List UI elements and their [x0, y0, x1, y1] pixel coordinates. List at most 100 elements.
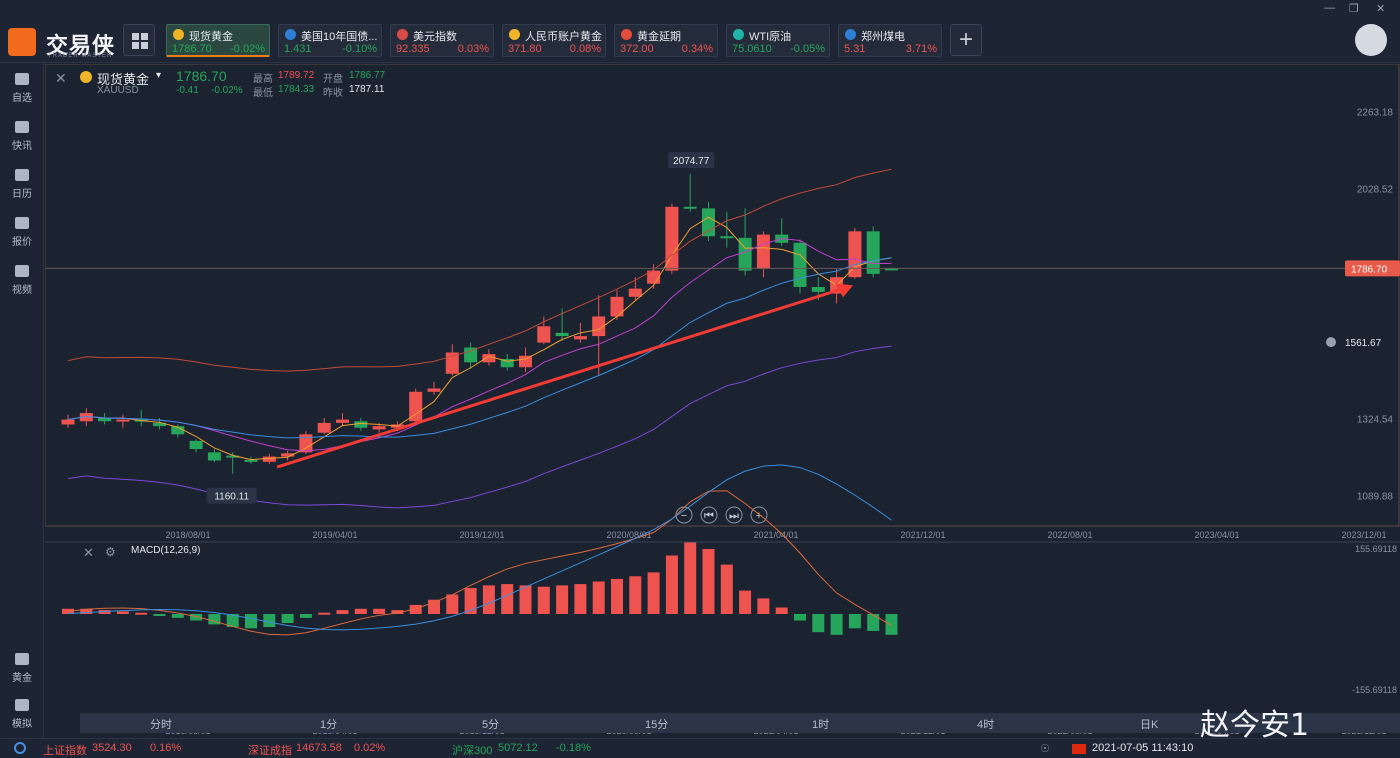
tab-6[interactable]: WTI原油 75.0610 -0.05% [726, 24, 830, 57]
period-tab[interactable]: 4时 [977, 719, 995, 731]
period-tab[interactable]: 1分 [320, 719, 338, 731]
macd-bar [135, 612, 148, 615]
candle-body [519, 355, 532, 368]
x-tick-label: 2023/04/01 [1194, 530, 1239, 540]
sidebar-item-gold[interactable]: 黄金 [0, 653, 44, 684]
tab-name: 黄金延期 [637, 31, 681, 43]
instrument-icon [509, 29, 520, 40]
tab-price: 371.80 [508, 43, 542, 55]
tab-5[interactable]: 黄金延期 372.00 0.34% [614, 24, 718, 57]
candle-body [336, 419, 349, 423]
candle-body [720, 236, 734, 239]
bookmark-icon [15, 73, 29, 85]
candle-body [427, 388, 441, 392]
low-label: 最低 [253, 88, 273, 99]
hs300-value: 5072.12 [498, 742, 538, 754]
tab-7[interactable]: 郑州煤电 5.31 3.71% [838, 24, 942, 57]
prev-close-label: 昨收 [323, 88, 343, 99]
wallet-icon [15, 699, 29, 711]
period-tab[interactable]: 日K [1140, 719, 1159, 731]
bollinger-lower-line [67, 345, 892, 509]
macd-bar [482, 585, 495, 614]
instrument-name[interactable]: 现货黄金 [97, 72, 150, 87]
settings-icon[interactable]: ⚙ [105, 545, 116, 559]
sidebar-item-watchlist[interactable]: 自选 [0, 73, 44, 104]
layout-grid-button[interactable] [123, 24, 155, 56]
gold-icon [15, 653, 29, 665]
y-tick-label: 2028.52 [1357, 184, 1394, 195]
chevron-down-icon[interactable]: ▾ [156, 70, 162, 81]
period-tab[interactable]: 15分 [645, 719, 669, 731]
minimize-icon[interactable]: — [1324, 2, 1335, 14]
candle-body [665, 206, 679, 271]
satellite-icon[interactable]: ☉ [1040, 743, 1050, 755]
macd-bar [885, 614, 898, 635]
candle-body [445, 352, 459, 374]
instrument-change: -0.41 [176, 85, 199, 96]
close-macd-icon[interactable]: ✕ [83, 545, 94, 560]
macd-bar [702, 549, 715, 614]
price-chart[interactable]: 2018/08/012018/08/012019/04/012019/04/01… [44, 63, 1400, 740]
macd-bar [501, 584, 514, 614]
open-value: 1786.77 [349, 70, 386, 81]
sidebar-item-calendar[interactable]: 日历 [0, 169, 44, 200]
user-avatar[interactable] [1355, 24, 1387, 56]
macd-bar [299, 614, 312, 618]
tab-3[interactable]: 美元指数 92.335 0.03% [390, 24, 494, 57]
instrument-change-pct: -0.02% [211, 85, 243, 96]
calendar-icon [15, 169, 29, 181]
zoom-in-icon[interactable] [750, 506, 768, 524]
macd-bar [592, 581, 605, 614]
hs300-label[interactable]: 沪深300 [452, 745, 493, 757]
macd-bar [794, 614, 806, 621]
period-tab[interactable]: 5分 [482, 719, 500, 731]
tab-name: 郑州煤电 [861, 31, 905, 43]
chart-area[interactable]: 2018/08/012018/08/012019/04/012019/04/01… [44, 63, 1400, 740]
macd-bar [775, 607, 788, 614]
trough-label: 1160.11 [214, 492, 249, 503]
x-tick-label: 2019/12/01 [459, 530, 504, 540]
x-tick-label: 2022/08/01 [1047, 530, 1092, 540]
zoom-in-icon-glyph: + [756, 510, 762, 522]
sidebar-item-news[interactable]: 快讯 [0, 121, 44, 152]
logo-text: 交易侠 [46, 33, 116, 58]
open-label: 开盘 [323, 74, 343, 85]
period-tab[interactable]: 分时 [150, 719, 172, 731]
last-icon[interactable] [725, 506, 743, 524]
restore-icon[interactable]: ❐ [1349, 3, 1359, 15]
candle-body [189, 440, 203, 450]
tab-change: 3.71% [905, 43, 937, 55]
add-tab-button[interactable]: + [950, 24, 982, 56]
trend-arrow-head [835, 283, 853, 298]
sidebar-item-simulate[interactable]: 模拟 [0, 699, 44, 730]
sz-index-label[interactable]: 深证成指 [248, 745, 292, 757]
close-icon[interactable]: ✕ [1376, 3, 1386, 15]
sz-index-value: 14673.58 [296, 742, 342, 754]
tab-2[interactable]: 美国10年国债... 1.431 -0.10% [278, 24, 382, 57]
sidebar-item-video[interactable]: 视频 [0, 265, 44, 296]
tab-change: 0.03% [457, 43, 489, 55]
play-icon [15, 265, 29, 277]
candle-body [207, 452, 221, 461]
sh-index-change: 0.16% [150, 742, 182, 754]
sh-index-label[interactable]: 上证指数 [43, 745, 87, 757]
headset-icon[interactable] [14, 742, 26, 754]
macd-bar [537, 586, 550, 614]
candle-body [756, 234, 770, 269]
tab-4[interactable]: 人民币账户黄金 371.80 0.08% [502, 24, 606, 57]
candle-body [98, 417, 112, 422]
tab-change: 0.34% [681, 43, 713, 55]
macd-bar [757, 598, 770, 614]
close-chart-icon[interactable]: ✕ [55, 70, 67, 86]
x-tick-label: 2023/12/01 [1341, 530, 1386, 540]
candle-body [61, 419, 75, 425]
x-tick-label: 2018/08/01 [165, 530, 210, 540]
sidebar-item-label: 报价 [12, 237, 32, 248]
macd-bar [812, 614, 825, 633]
tab-1[interactable]: 现货黄金 1786.70 -0.02% [166, 24, 270, 57]
first-icon[interactable] [700, 506, 718, 524]
period-tab[interactable]: 1时 [812, 719, 830, 731]
candle-body [464, 347, 478, 363]
sidebar-item-quotes[interactable]: 报价 [0, 217, 44, 248]
current-price-tag [1345, 260, 1400, 277]
